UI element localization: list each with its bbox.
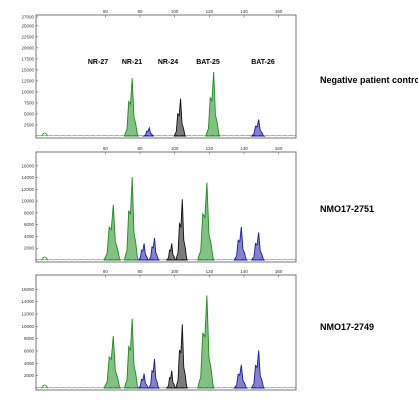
marker-label-nr-21: NR-21 — [122, 59, 142, 66]
y-tick-label: 4000 — [24, 234, 35, 239]
y-tick-label: 14000 — [21, 299, 34, 304]
y-tick-label: 22500 — [21, 34, 34, 39]
x-tick-label: 100 — [171, 269, 179, 274]
peak-nr-21-3 — [137, 243, 150, 261]
x-tick-label: 60 — [103, 269, 109, 274]
peak-nr-24-5 — [165, 243, 177, 261]
x-tick-label: 100 — [171, 146, 179, 151]
y-tick-label: 14000 — [21, 175, 34, 180]
plot-frame — [35, 151, 297, 263]
plot-frame — [35, 14, 297, 139]
peak-nr-27-2 — [123, 177, 139, 261]
peak-nr-24-6 — [175, 324, 188, 389]
x-tick-label: 120 — [206, 269, 214, 274]
y-tick-label: 2000 — [24, 373, 35, 378]
peak-bat-26-8 — [233, 226, 248, 261]
x-tick-label: 160 — [275, 269, 283, 274]
peak-bat-26-9 — [250, 350, 266, 389]
noise-peak — [41, 256, 49, 261]
y-tick-label: 10000 — [21, 324, 34, 329]
y-tick-label: 2500 — [24, 122, 35, 127]
y-tick-label: 15000 — [21, 67, 34, 72]
noise-peak — [41, 384, 49, 389]
peak-nr-27-1 — [123, 78, 139, 137]
y-tick-label: 12000 — [21, 187, 34, 192]
y-tick-label: 17500 — [21, 56, 34, 61]
y-tick-label: 10000 — [21, 199, 34, 204]
y-tick-label: 12000 — [21, 312, 34, 317]
x-tick-label: 80 — [137, 146, 143, 151]
peak-bat-25-7 — [197, 182, 215, 261]
y-tick-label: 12500 — [21, 78, 34, 83]
y-tick-label: 10000 — [21, 89, 34, 94]
peak-nr-27-1 — [103, 335, 122, 389]
y-tick-label: 2000 — [24, 246, 35, 251]
x-tick-label: 160 — [275, 9, 283, 14]
marker-label-bat-26: BAT-26 — [251, 59, 275, 66]
peak-nr-24-5 — [166, 370, 177, 389]
x-tick-label: 80 — [137, 269, 143, 274]
x-tick-label: 120 — [206, 9, 214, 14]
peak-nr-21-4 — [148, 359, 160, 389]
peak-nr-24-6 — [175, 199, 188, 261]
peak-bat-25-4 — [205, 71, 221, 137]
y-tick-label: 25000 — [21, 23, 34, 28]
y-tick-label: 7500 — [24, 100, 35, 105]
peak-bat-25-7 — [197, 295, 215, 389]
peak-nr-21-4 — [148, 237, 160, 261]
y-tick-label: 6000 — [24, 222, 35, 227]
peak-bat-26-9 — [250, 232, 266, 261]
marker-label-nr-24: NR-24 — [158, 59, 178, 66]
panel-1: 60 80 100 120 140 160 2500 5000 7500 10000 12500 15… — [21, 9, 418, 139]
y-tick-label: 8000 — [24, 210, 35, 215]
x-tick-label: 140 — [240, 269, 248, 274]
y-tick-label: 8000 — [24, 336, 35, 341]
x-tick-label: 140 — [240, 9, 248, 14]
x-tick-label: 100 — [171, 9, 179, 14]
y-tick-label: 16000 — [21, 287, 34, 292]
x-tick-label: 60 — [103, 146, 109, 151]
x-tick-label: 60 — [103, 9, 109, 14]
peak-bat-26-5 — [250, 119, 266, 137]
marker-label-bat-25: BAT-25 — [196, 59, 220, 66]
marker-label-nr-27: NR-27 — [88, 59, 108, 66]
y-tick-label: 16000 — [21, 163, 34, 168]
panel-2: 60 80 100 120 140 160 2000 4000 6000 8000 10000 120… — [21, 146, 374, 263]
x-tick-label: 160 — [275, 146, 283, 151]
y-tick-label: 20000 — [21, 45, 34, 50]
peak-bat-26-8 — [233, 364, 249, 389]
sample-label: NMO17-2749 — [320, 322, 374, 332]
plot-frame — [35, 274, 297, 391]
panel-3: 60 80 100 120 140 160 2000 4000 6000 8000 10000 120… — [21, 269, 374, 391]
x-tick-label: 80 — [137, 9, 143, 14]
y-tick-label: 4000 — [24, 361, 35, 366]
peak-nr-24-3 — [173, 98, 187, 137]
peak-nr-21-3 — [137, 373, 150, 389]
peak-nr-21-2 — [142, 126, 154, 137]
peak-nr-27-2 — [123, 318, 139, 389]
y-tick-label: 27000 — [21, 15, 34, 20]
noise-peak — [41, 132, 49, 137]
y-tick-label: 6000 — [24, 349, 35, 354]
peak-nr-27-1 — [103, 204, 122, 261]
sample-label: Negative patient control — [320, 75, 418, 85]
sample-label: NMO17-2751 — [320, 204, 374, 214]
y-tick-label: 5000 — [24, 111, 35, 116]
x-tick-label: 120 — [206, 146, 214, 151]
x-tick-label: 140 — [240, 146, 248, 151]
